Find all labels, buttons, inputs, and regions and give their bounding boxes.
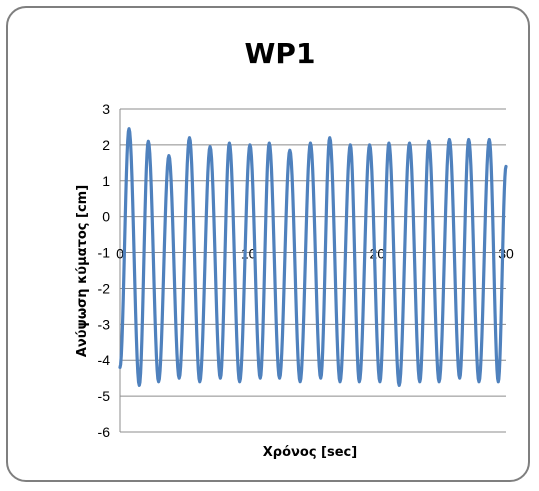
y-tick-label: -4 — [98, 352, 111, 368]
series-line — [118, 127, 508, 387]
chart-title: WP1 — [245, 37, 316, 70]
y-tick-labels: 3 2 1 0 -1 -2 -3 -4 -5 -6 — [98, 101, 111, 440]
chart-frame — [6, 6, 530, 482]
y-tick-label: 0 — [102, 209, 110, 225]
x-axis-label: Χρόνος [sec] — [263, 445, 357, 460]
y-tick-label: -5 — [98, 388, 111, 404]
y-tick-label: -6 — [98, 424, 111, 440]
y-tick-label: 2 — [102, 137, 110, 153]
x-tick-label: 30 — [498, 246, 514, 262]
y-tick-label: 1 — [102, 173, 110, 189]
y-tick-label: -3 — [98, 316, 111, 332]
y-tick-label: 3 — [102, 101, 110, 117]
y-axis-label: Ανύψωση κύματος [cm] — [75, 185, 90, 357]
y-tick-label: -2 — [98, 280, 111, 296]
x-tick-label: 0 — [116, 246, 124, 262]
y-tick-label: -1 — [98, 245, 111, 261]
